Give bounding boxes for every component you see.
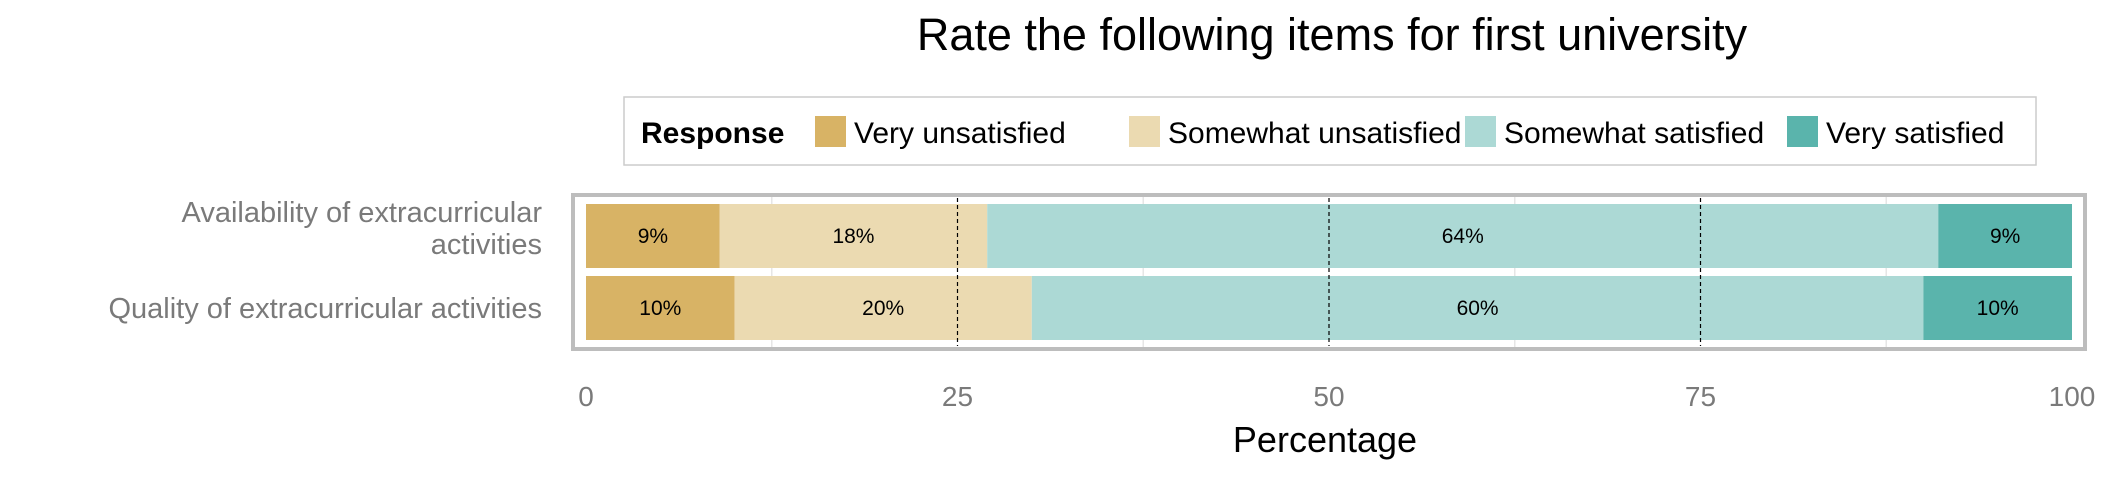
- bar-segment: [586, 204, 720, 268]
- bar-segment: [734, 276, 1032, 340]
- y-axis-labels: Availability of extracurricularactivitie…: [108, 197, 542, 325]
- x-axis-ticks: 0 25 50 75 100: [578, 381, 2095, 412]
- category-label: Quality of extracurricular activities: [108, 293, 542, 325]
- bar-value-label: 10%: [1977, 297, 2019, 320]
- bar-segment: [719, 204, 988, 268]
- legend-swatch: [1465, 116, 1496, 147]
- bar-segment: [1923, 276, 2072, 340]
- plot-area: 9% 18% 64% 9% 10% 20% 60% 10%: [571, 193, 2087, 351]
- legend: Response Very unsatisfied Somewhat unsatis…: [623, 96, 2037, 166]
- legend-title: Response: [641, 117, 784, 150]
- x-tick-label: 100: [2049, 381, 2096, 412]
- x-tick-label: 75: [1685, 381, 1716, 412]
- legend-label: Somewhat unsatisfied: [1168, 117, 1462, 150]
- bar-value-label: 9%: [1990, 225, 2020, 248]
- x-tick-label: 50: [1313, 381, 1344, 412]
- bar-value-label: 60%: [1457, 297, 1499, 320]
- bar-segment: [987, 204, 1939, 268]
- legend-swatch: [1787, 116, 1818, 147]
- bar-value-label: 18%: [832, 225, 874, 248]
- bar-value-label: 10%: [639, 297, 681, 320]
- legend-swatch: [815, 116, 846, 147]
- bar-value-label: 9%: [638, 225, 668, 248]
- category-label: Availability of extracurricular: [182, 197, 543, 229]
- bar-segment: [586, 276, 735, 340]
- bar-segment: [1938, 204, 2072, 268]
- legend-label: Very satisfied: [1826, 117, 2004, 150]
- category-label: activities: [431, 229, 542, 261]
- bars: [586, 204, 2072, 340]
- x-axis-title: Percentage: [1233, 419, 1417, 460]
- x-tick-label: 0: [578, 381, 594, 412]
- legend-swatch: [1129, 116, 1160, 147]
- legend-label: Very unsatisfied: [854, 117, 1066, 150]
- legend-label: Somewhat satisfied: [1504, 117, 1764, 150]
- bar-value-label: 20%: [862, 297, 904, 320]
- bar-segment: [1031, 276, 1924, 340]
- bar-value-label: 64%: [1442, 225, 1484, 248]
- chart-title: Rate the following items for first unive…: [917, 9, 1748, 60]
- x-tick-label: 25: [942, 381, 973, 412]
